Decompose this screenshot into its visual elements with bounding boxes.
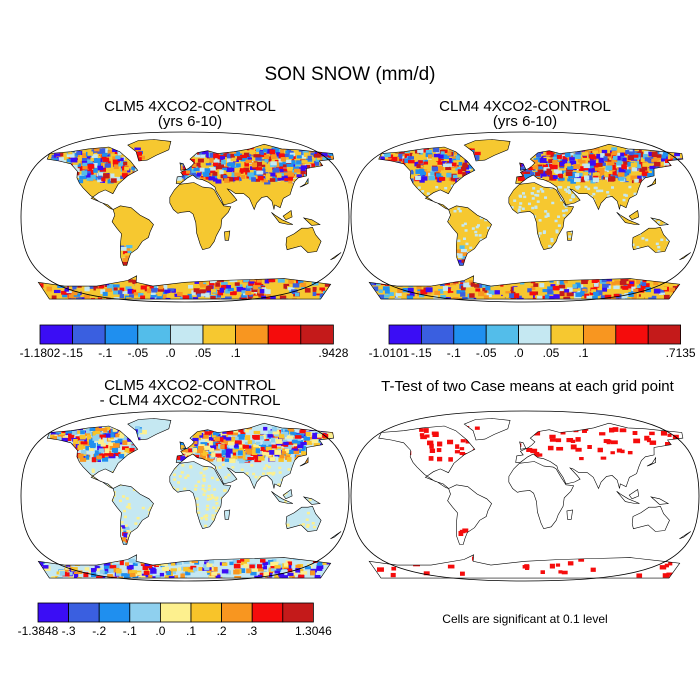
colorbar-box — [221, 602, 253, 623]
panel-title-line: (yrs 6-10) — [157, 113, 223, 130]
panel-title-clm5: CLM5 4XCO2-CONTROL (yrs 6-10) — [30, 99, 350, 129]
map-clm4 — [350, 131, 700, 303]
colorbar-tick-label: -.1 — [447, 346, 461, 359]
colorbar-box — [72, 324, 106, 345]
map-ttest — [350, 410, 700, 582]
colorbar-box — [251, 602, 284, 623]
colorbar-tick-label: -.1 — [123, 624, 137, 637]
colorbar-tick-label: 1.3046 — [295, 624, 332, 637]
colorbar-box — [485, 324, 519, 345]
colorbar-tick-label: .05 — [195, 346, 212, 359]
colorbar-tick-label: -1.1802 — [20, 346, 61, 359]
colorbar-tick-label: .7135 — [666, 346, 696, 359]
colorbar-box — [137, 324, 171, 345]
colorbar-box — [300, 324, 334, 345]
colorbar-box — [518, 324, 552, 345]
colorbar-box — [169, 324, 204, 345]
colorbar-box — [190, 602, 223, 623]
colorbar-box — [39, 324, 73, 345]
colorbar-tick-label: -1.0101 — [369, 346, 410, 359]
colorbar-tick-label: -.05 — [476, 346, 497, 359]
panel-title-diff: CLM5 4XCO2-CONTROL - CLM4 4XCO2-CONTROL — [30, 378, 350, 408]
colorbar-diff: -1.3848 -.3 -.2 -.1 .0 .1 .2 .3 1.3046 — [18, 602, 332, 637]
colorbar-tick-label: -.1 — [98, 346, 112, 359]
colorbar-box — [159, 602, 192, 623]
colorbar-box — [235, 324, 269, 345]
colorbar-tick-label: .2 — [217, 624, 227, 637]
panel-title-clm4: CLM4 4XCO2-CONTROL (yrs 6-10) — [360, 99, 690, 129]
colorbar-box — [582, 324, 617, 345]
colorbar-box — [647, 324, 682, 345]
panel-title-line: CLM5 4XCO2-CONTROL — [104, 98, 276, 115]
figure-title: SON SNOW (mm/d) — [264, 64, 436, 85]
colorbar-tick-label: .1 — [578, 346, 588, 359]
colorbar-box — [98, 602, 131, 623]
colorbar-box — [202, 324, 236, 345]
colorbar-tick-label: -.15 — [62, 346, 83, 359]
ttest-footnote: Cells are significant at 0.1 level — [442, 612, 608, 626]
colorbar-tick-label: -.05 — [127, 346, 148, 359]
panel-title-ttest: T-Test of two Case means at each grid po… — [355, 379, 700, 394]
colorbar-tick-label: .05 — [543, 346, 560, 359]
colorbar-tick-label: -.3 — [62, 624, 76, 637]
map-clm5 — [20, 131, 350, 303]
colorbar-box — [615, 324, 649, 345]
panel-title-line: - CLM4 4XCO2-CONTROL — [99, 392, 281, 409]
colorbar-box — [421, 324, 455, 345]
colorbar-tick-label: -.2 — [92, 624, 106, 637]
panel-title-line: T-Test of two Case means at each grid po… — [381, 378, 674, 395]
colorbar-box — [267, 324, 302, 345]
colorbar-box — [282, 602, 314, 623]
colorbar-box — [453, 324, 487, 345]
colorbar-tick-label: .0 — [165, 346, 175, 359]
colorbar-clm5: -1.1802 -.15 -.1 -.05 .0 .05 .1 .9428 — [20, 324, 348, 359]
colorbar-box — [550, 324, 584, 345]
colorbar-box — [68, 602, 100, 623]
colorbar-clm4: -1.0101 -.15 -.1 -.05 .0 .05 .1 .7135 — [369, 324, 696, 359]
colorbar-tick-label: .0 — [514, 346, 524, 359]
colorbar-tick-label: .3 — [247, 624, 257, 637]
colorbar-box — [104, 324, 139, 345]
colorbar-tick-label: -.15 — [411, 346, 432, 359]
colorbar-tick-label: .1 — [231, 346, 241, 359]
colorbar-box — [129, 602, 161, 623]
colorbar-tick-label: .0 — [155, 624, 165, 637]
colorbar-tick-label: -1.3848 — [18, 624, 59, 637]
panel-title-line: CLM5 4XCO2-CONTROL — [104, 377, 276, 394]
panel-title-line: (yrs 6-10) — [492, 113, 558, 130]
colorbar-box — [37, 602, 70, 623]
colorbar-tick-label: .1 — [186, 624, 196, 637]
map-diff — [20, 410, 350, 582]
colorbar-box — [388, 324, 422, 345]
colorbar-tick-label: .9428 — [318, 346, 348, 359]
panel-title-line: CLM4 4XCO2-CONTROL — [439, 98, 611, 115]
